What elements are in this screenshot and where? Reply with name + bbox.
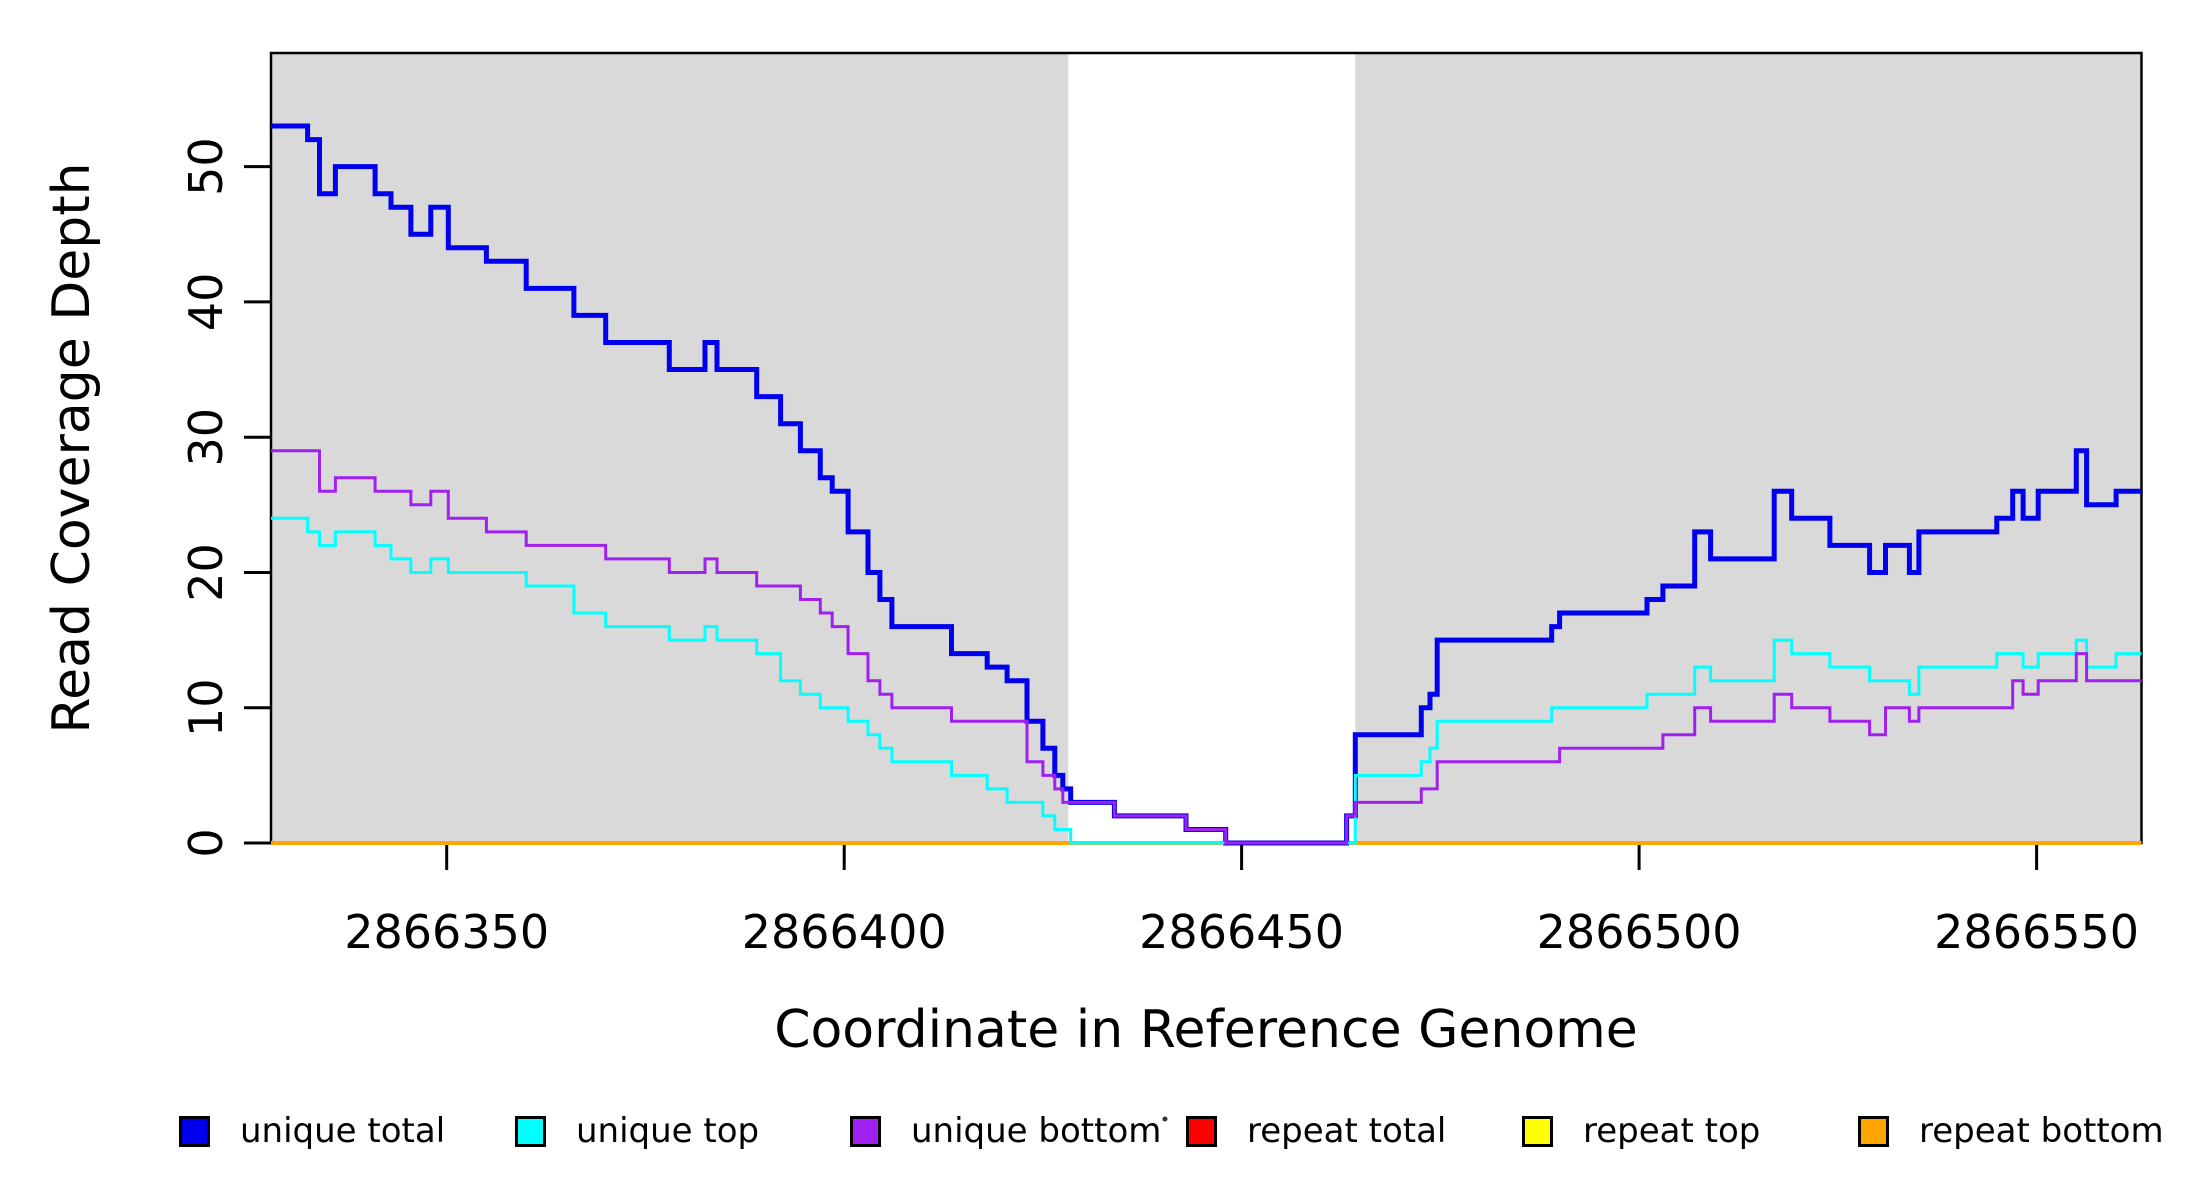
- x-axis-tick-label: 2866550: [1934, 905, 2139, 959]
- y-axis-tick-label: 20: [179, 543, 233, 602]
- series-line-unique-bottom: [271, 449, 2142, 845]
- x-axis-tick-label: 2866400: [742, 905, 947, 959]
- y-axis-tick-label: 10: [179, 678, 233, 737]
- shaded-region-1: [271, 53, 1069, 843]
- x-axis-tick-label: 2866350: [344, 905, 549, 959]
- stray-dot: [1162, 1116, 1168, 1122]
- x-axis-tick-label: 2866500: [1537, 905, 1742, 959]
- y-axis-tick-label: 30: [179, 408, 233, 467]
- series-line-unique-total: [271, 123, 2142, 846]
- shaded-region-2: [1355, 53, 2142, 843]
- y-axis-tick-label: 0: [179, 828, 233, 857]
- y-axis-tick-label: 40: [179, 273, 233, 332]
- x-axis-title: Coordinate in Reference Genome: [774, 1000, 1638, 1060]
- x-axis-tick-label: 2866450: [1139, 905, 1344, 959]
- series-line-unique-top: [271, 516, 2142, 845]
- y-axis-tick-label: 50: [179, 137, 233, 196]
- y-axis-title: Read Coverage Depth: [42, 162, 102, 734]
